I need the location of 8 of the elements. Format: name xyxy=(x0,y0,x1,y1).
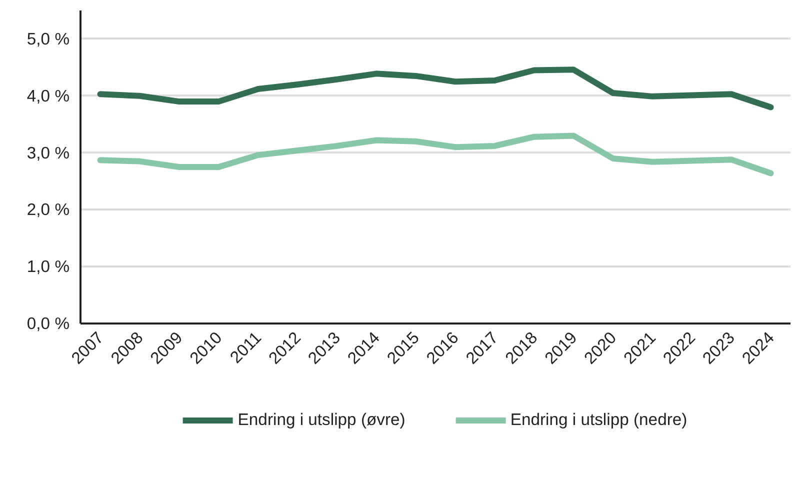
y-tick-label: 3,0 % xyxy=(26,143,70,162)
y-tick-label: 5,0 % xyxy=(26,29,70,48)
y-tick-label: 2,0 % xyxy=(26,200,70,220)
y-tick-label: 0,0 % xyxy=(26,314,70,333)
legend-label: Endring i utslipp (nedre) xyxy=(510,410,688,430)
y-tick-label: 4,0 % xyxy=(26,86,70,106)
y-tick-label: 1,0 % xyxy=(26,257,70,276)
legend-label: Endring i utslipp (øvre) xyxy=(238,410,406,430)
